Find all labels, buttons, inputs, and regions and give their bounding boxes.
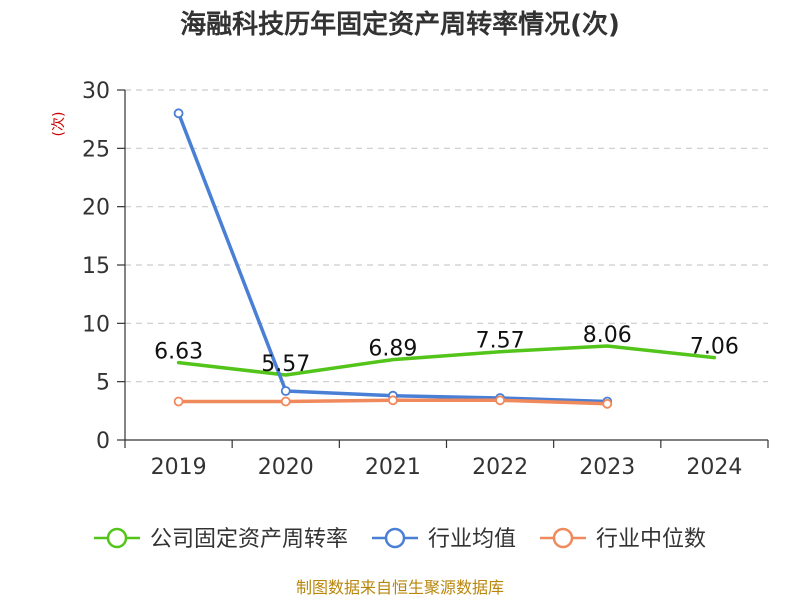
legend-item-2[interactable]: 行业均值 — [372, 527, 516, 552]
legend-item-1[interactable]: 公司固定资产周转率 — [94, 527, 348, 552]
data-point — [495, 395, 505, 406]
x-tick-label: 2023 — [579, 455, 635, 480]
y-tick-label: 25 — [82, 137, 110, 162]
legend-marker-icon — [106, 527, 128, 549]
series-3 — [173, 395, 613, 409]
legend: 公司固定资产周转率 行业均值 行业中位数 — [94, 527, 706, 552]
y-tick-label: 20 — [82, 196, 110, 221]
legend-label: 行业中位数 — [596, 527, 706, 552]
series-1 — [176, 344, 717, 377]
data-point — [280, 396, 291, 407]
legend-marker-icon — [384, 527, 406, 549]
legend-marker-icon — [552, 527, 574, 549]
legend-label: 行业均值 — [428, 527, 516, 552]
y-axis-label: (次) — [51, 112, 67, 137]
axes: 0 5 10 15 20 25 30 2019 2020 2021 2022 2023 2024 — [82, 79, 769, 480]
data-labels: 6.63 5.57 6.89 7.57 8.06 7.06 — [154, 323, 739, 377]
data-label: 7.06 — [690, 335, 739, 360]
data-label: 6.63 — [154, 340, 203, 365]
data-label: 7.57 — [476, 329, 525, 354]
legend-item-3[interactable]: 行业中位数 — [540, 527, 706, 552]
legend-label: 公司固定资产周转率 — [150, 527, 348, 552]
x-tick-label: 2022 — [472, 455, 528, 480]
source-note: 制图数据来自恒生聚源数据库 — [296, 578, 504, 597]
y-tick-label: 30 — [82, 79, 110, 104]
series-layer — [173, 108, 717, 409]
data-point — [173, 396, 184, 407]
data-label: 5.57 — [261, 352, 310, 377]
data-point — [602, 398, 613, 409]
x-tick-label: 2024 — [686, 455, 742, 480]
data-point — [280, 386, 291, 396]
x-tick-label: 2020 — [258, 455, 314, 480]
x-tick-label: 2019 — [151, 455, 207, 480]
gridlines — [125, 89, 768, 383]
data-point — [388, 395, 398, 406]
series-line — [176, 344, 717, 377]
y-tick-label: 15 — [82, 254, 110, 279]
y-tick-label: 5 — [96, 371, 110, 396]
y-tick-label: 0 — [96, 429, 110, 454]
y-tick-label: 10 — [82, 312, 110, 337]
data-label: 6.89 — [368, 337, 417, 362]
data-label: 8.06 — [583, 323, 632, 348]
chart-title: 海融科技历年固定资产周转率情况(次) — [180, 9, 620, 40]
data-point — [173, 108, 184, 119]
x-tick-label: 2021 — [365, 455, 421, 480]
